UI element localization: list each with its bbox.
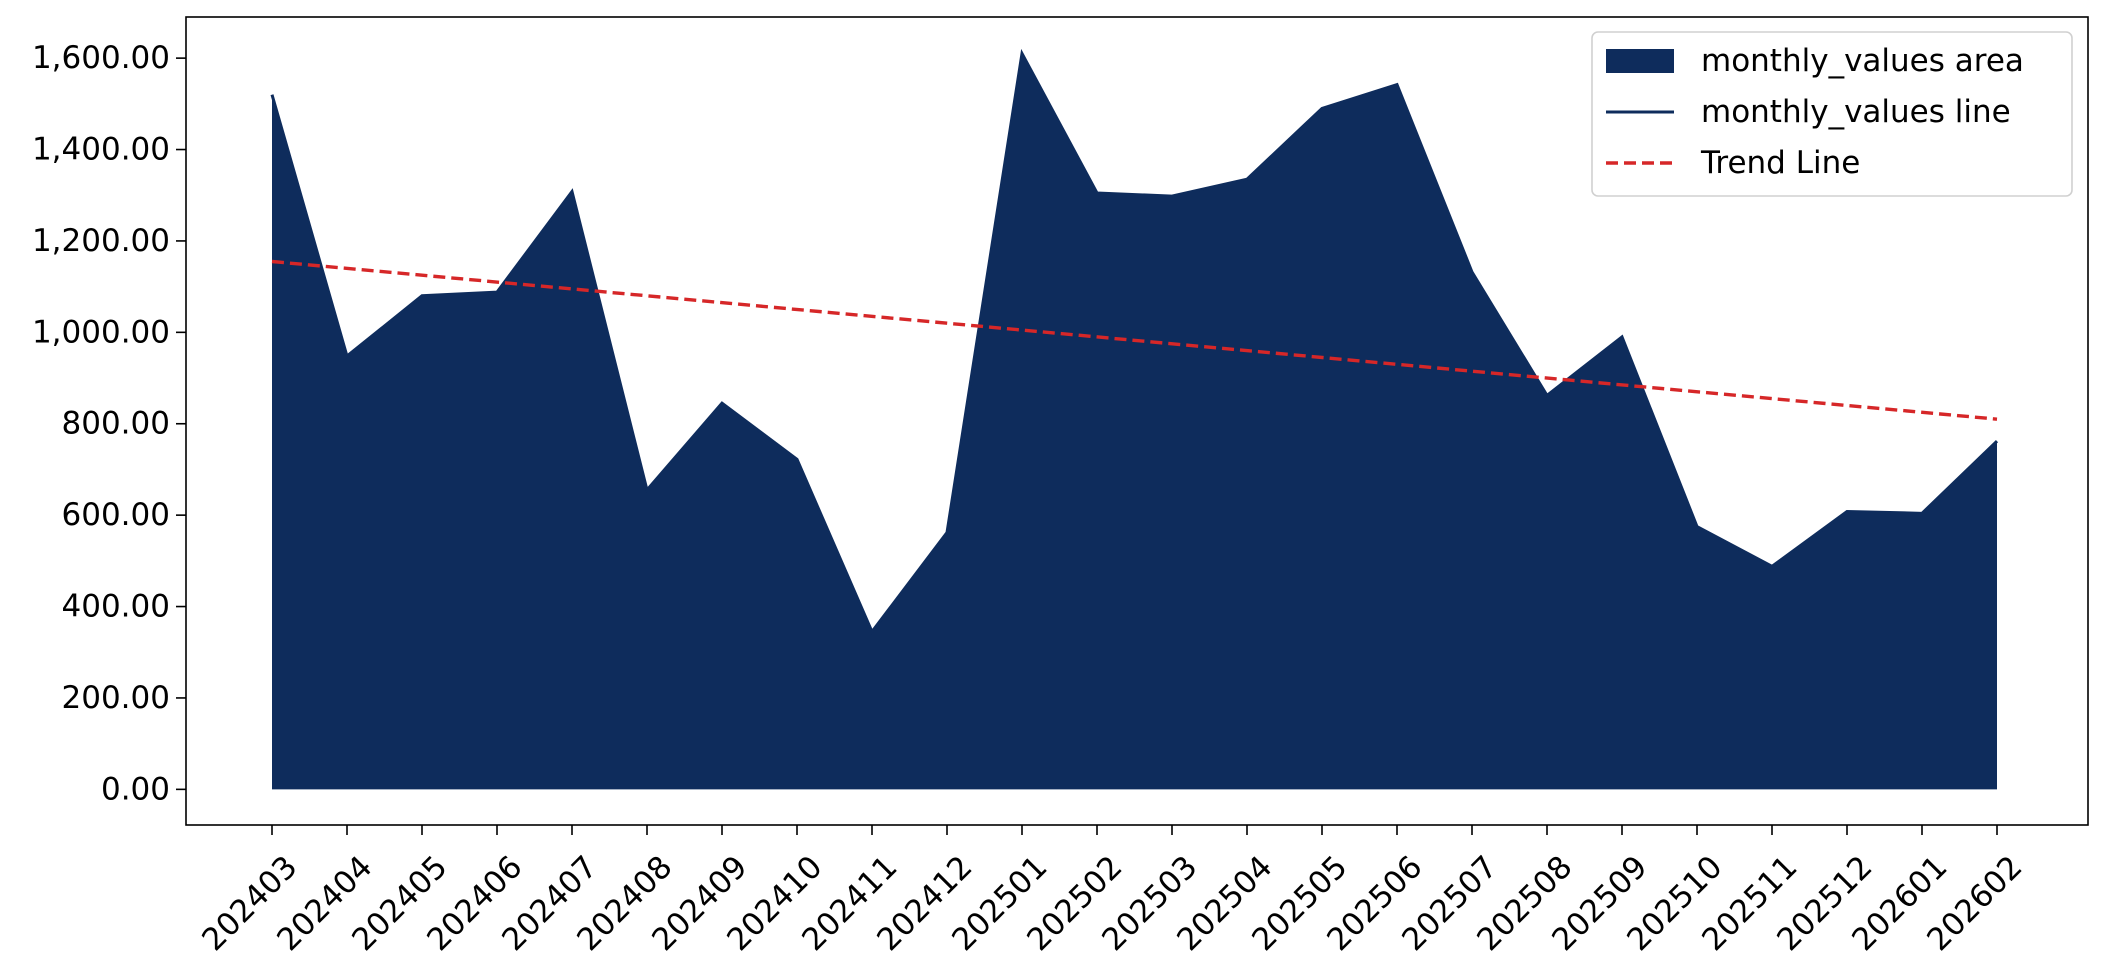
plot-frame <box>185 16 2089 826</box>
x-axis: 2024032024042024052024062024072024082024… <box>195 825 2030 958</box>
y-tick-label: 0.00 <box>101 771 170 807</box>
legend-label: monthly_values area <box>1701 43 2024 79</box>
y-tick-label: 1,600.00 <box>32 40 170 76</box>
y-tick-label: 800.00 <box>62 406 170 442</box>
y-axis: 0.00 200.00 400.00 600.00 800.00 1,000.00 1,20… <box>32 40 186 807</box>
y-tick-label: 1,200.00 <box>32 223 170 259</box>
plot-area <box>270 48 1999 790</box>
series-trend-line <box>271 259 1998 421</box>
y-tick-label: 1,000.00 <box>32 314 170 350</box>
y-tick-label: 1,400.00 <box>32 132 170 168</box>
legend-box <box>1591 31 2073 197</box>
series-line-monthly-values <box>270 48 1999 635</box>
legend-label: Trend Line <box>1700 145 1860 181</box>
y-tick-label: 200.00 <box>62 680 170 716</box>
y-tick-label: 400.00 <box>62 589 170 625</box>
legend-swatch-area <box>1606 49 1674 73</box>
series-area-monthly-values <box>272 53 1997 790</box>
legend-label: monthly_values line <box>1701 94 2011 130</box>
y-tick-label: 600.00 <box>62 497 170 533</box>
legend: monthly_values area monthly_values line Tr… <box>1591 31 2073 197</box>
